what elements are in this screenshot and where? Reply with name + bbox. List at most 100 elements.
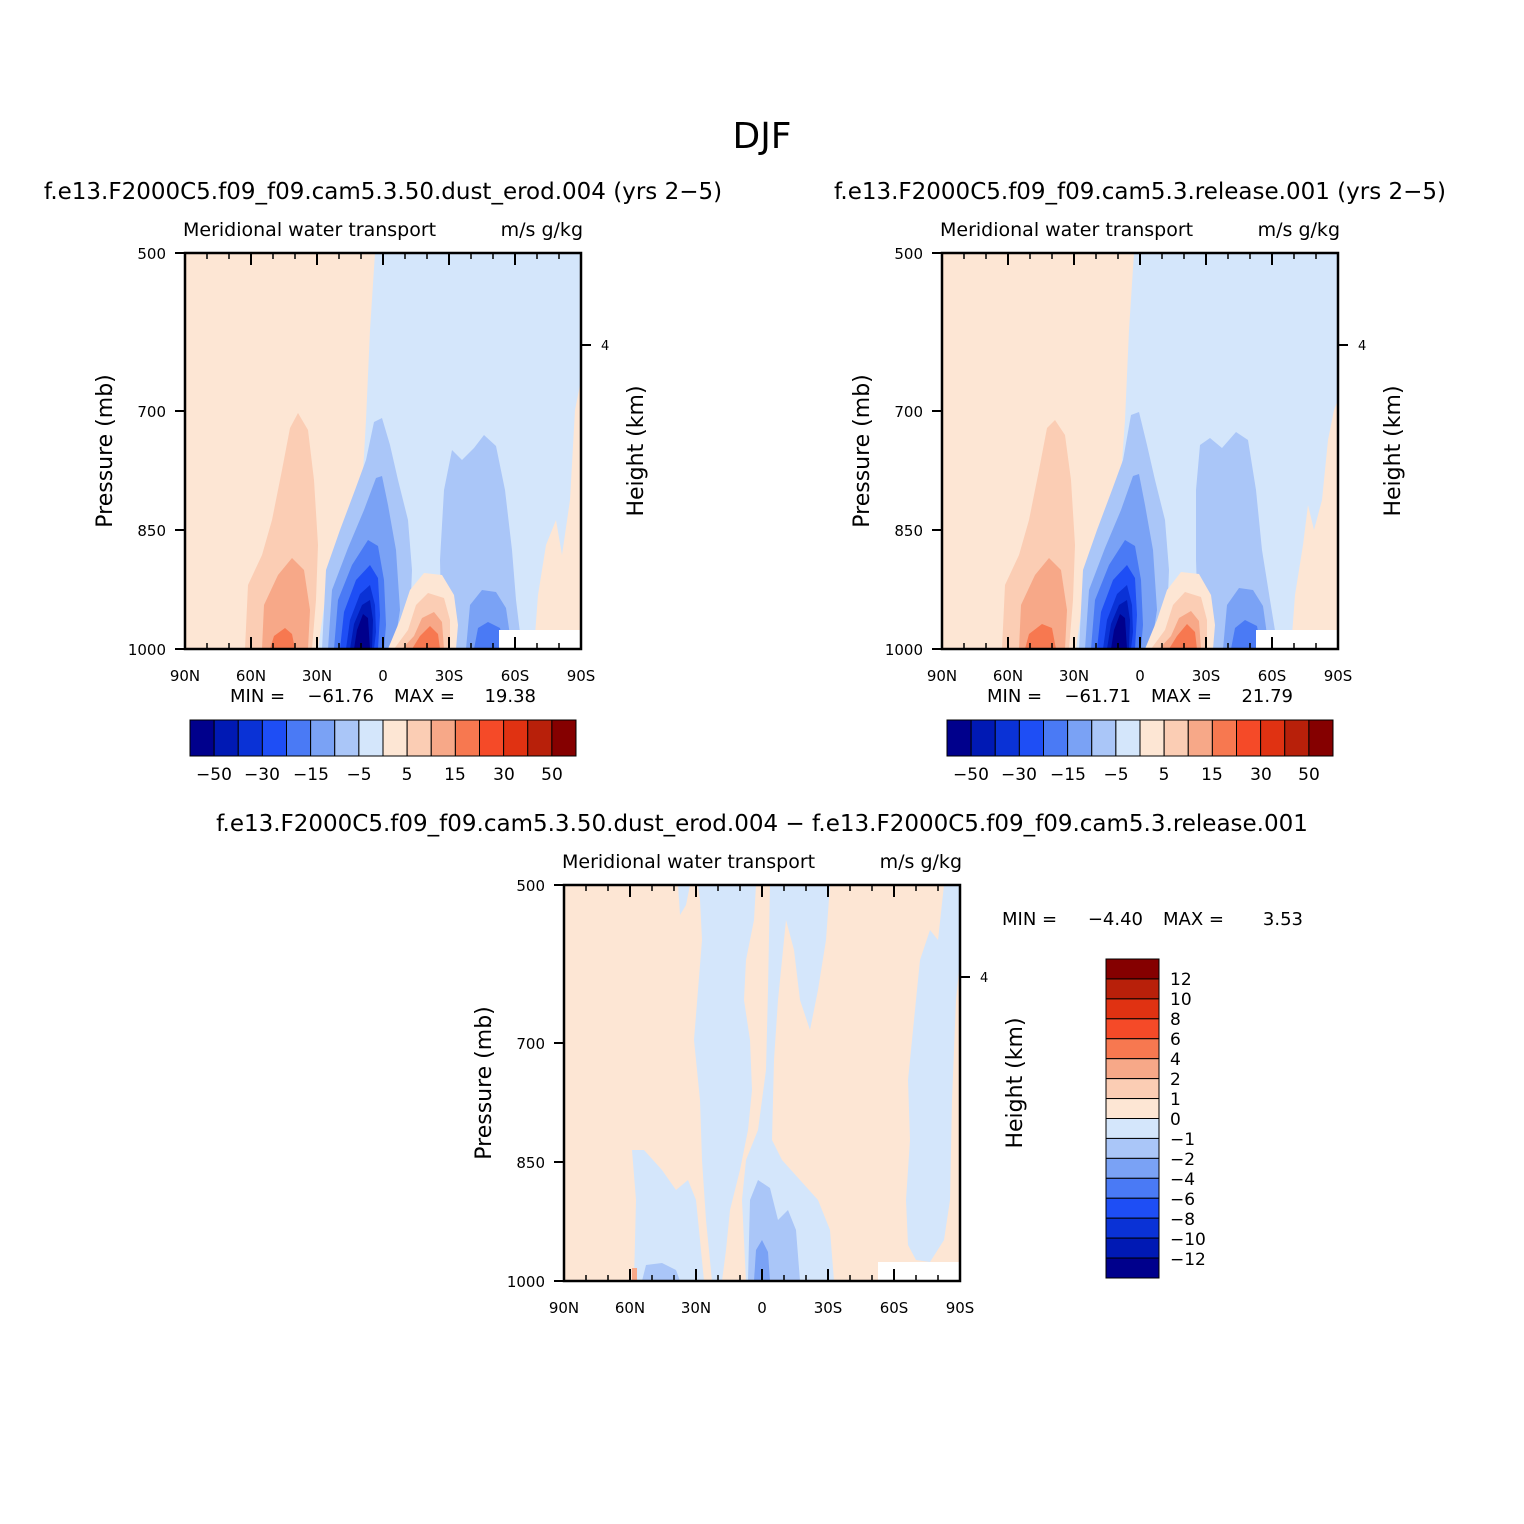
x-tick-label: 90S (946, 1299, 975, 1317)
contour-field (942, 253, 1338, 649)
colorbar-label: 2 (1170, 1070, 1181, 1090)
stats-line: MIN = −61.71 MAX = 21.79 (987, 686, 1293, 707)
major-ticks (554, 884, 970, 1282)
major-ticks (175, 252, 591, 650)
colorbar-swatch (946, 719, 972, 757)
panel-difference: f.e13.F2000C5.f09_f09.cam5.3.50.dust_ero… (216, 811, 1308, 1317)
colorbar-swatch (1105, 1078, 1160, 1100)
min-value: −61.76 (307, 686, 374, 707)
y-tick-label: 850 (516, 1154, 545, 1172)
contour-band (906, 885, 960, 1262)
colorbar-label: −4 (1170, 1170, 1195, 1190)
y-right-axis-label: Height (km) (624, 385, 649, 516)
max-label: MAX = (394, 686, 455, 707)
colorbar-swatch (1308, 719, 1334, 757)
panel-units: m/s g/kg (880, 851, 962, 873)
colorbar-swatch (994, 719, 1020, 757)
y-right-tick-label: 4 (601, 339, 609, 354)
contour-field (185, 253, 581, 649)
contour-band (412, 626, 440, 649)
contour-band (1169, 624, 1197, 649)
colorbar-swatch (358, 719, 384, 757)
colorbar-swatch (1284, 719, 1310, 757)
contour-band (632, 1268, 637, 1281)
colorbar-label: −50 (196, 765, 232, 785)
contour-band (1231, 620, 1261, 649)
colorbar-swatch (1187, 719, 1213, 757)
contour-band (262, 558, 310, 649)
colorbar-swatch (454, 719, 480, 757)
colorbar (189, 719, 577, 757)
y-tick-label: 500 (894, 245, 923, 263)
contour-band (1025, 624, 1056, 649)
x-tick-label: 90S (567, 667, 596, 685)
max-label: MAX = (1151, 686, 1212, 707)
y-tick-label: 500 (137, 245, 166, 263)
minor-ticks (206, 253, 560, 649)
x-tick-label: 60N (993, 667, 1023, 685)
y-tick-label: 700 (516, 1035, 545, 1053)
x-tick-label: 60S (1258, 667, 1287, 685)
x-tick-label: 30S (1192, 667, 1221, 685)
x-tick-label: 30S (814, 1299, 843, 1317)
y-axis-label: Pressure (mb) (472, 1006, 497, 1160)
colorbar-label: −10 (1170, 1230, 1206, 1250)
min-label: MIN = (1002, 909, 1057, 930)
colorbar-label: 15 (1201, 765, 1223, 785)
x-tick-label: 30N (302, 667, 332, 685)
colorbar-swatch (1043, 719, 1069, 757)
panel-variable-title: Meridional water transport (183, 219, 436, 241)
colorbar-swatch (189, 719, 215, 757)
y-tick-label: 850 (137, 522, 166, 540)
contour-band (185, 253, 375, 649)
min-label: MIN = (230, 686, 285, 707)
minor-ticks (585, 885, 939, 1281)
contour-band (534, 380, 581, 649)
colorbar-label: 30 (493, 765, 515, 785)
contour-band (694, 885, 756, 1281)
contour-band (942, 253, 1134, 649)
contour-band (1019, 558, 1067, 649)
colorbar-swatch (1105, 1237, 1160, 1259)
max-value: 3.53 (1263, 909, 1303, 930)
colorbar-swatch (334, 719, 360, 757)
colorbar-label: 30 (1250, 765, 1272, 785)
y-axis-label: Pressure (mb) (93, 374, 118, 528)
colorbar-label: 5 (1159, 765, 1170, 785)
panel-case-title: f.e13.F2000C5.f09_f09.cam5.3.release.001… (834, 179, 1446, 205)
missing-data-mask (878, 1262, 960, 1281)
panel-case-title: f.e13.F2000C5.f09_f09.cam5.3.50.dust_ero… (216, 811, 1308, 837)
colorbar-swatch (1091, 719, 1117, 757)
colorbar-swatch (1067, 719, 1093, 757)
colorbar-swatch (1105, 958, 1160, 980)
colorbar-swatch (237, 719, 263, 757)
colorbar-label: −30 (1001, 765, 1037, 785)
max-label: MAX = (1163, 909, 1224, 930)
x-tick-label: 60S (880, 1299, 909, 1317)
min-value: −4.40 (1088, 909, 1143, 930)
x-tick-label: 90N (549, 1299, 579, 1317)
panel-units: m/s g/kg (1258, 219, 1340, 241)
colorbar-swatch (286, 719, 312, 757)
x-tick-label: 60S (501, 667, 530, 685)
contour-band (1291, 400, 1338, 649)
axis-frame: 500 700 850 1000 4 90N 60N 30N 0 30S 60S… (850, 245, 1406, 685)
y-right-tick-label: 4 (980, 971, 988, 986)
contour-band (678, 885, 690, 915)
x-tick-label: 30N (1059, 667, 1089, 685)
colorbar-label: 0 (1170, 1110, 1181, 1130)
colorbar-swatch (1260, 719, 1286, 757)
y-right-tick-label: 4 (1358, 339, 1366, 354)
y-tick-label: 850 (894, 522, 923, 540)
y-right-axis-label: Height (km) (1381, 385, 1406, 516)
panel-case-title: f.e13.F2000C5.f09_f09.cam5.3.50.dust_ero… (44, 179, 722, 205)
colorbar-label: 15 (444, 765, 466, 785)
colorbar-label: −2 (1170, 1150, 1195, 1170)
colorbar-swatch (551, 719, 577, 757)
panel-release: f.e13.F2000C5.f09_f09.cam5.3.release.001… (834, 179, 1446, 785)
y-tick-label: 1000 (885, 641, 923, 659)
contour-band (270, 628, 295, 649)
colorbar-labels: −50 −30 −15 −5 5 15 30 50 (196, 765, 563, 785)
panel-units: m/s g/kg (501, 219, 583, 241)
